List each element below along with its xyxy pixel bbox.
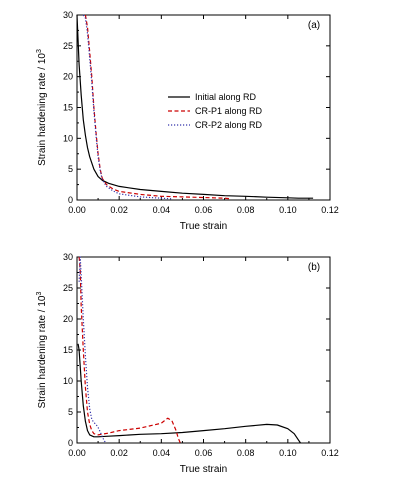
y-tick-label: 30 xyxy=(63,252,73,262)
y-tick-label: 5 xyxy=(68,407,73,417)
y-tick-label: 0 xyxy=(68,438,73,448)
x-tick-label: 0.08 xyxy=(237,205,255,215)
series-layer-a xyxy=(76,14,314,200)
legend-label: Initial along RD xyxy=(195,92,257,102)
y-tick-label: 5 xyxy=(68,164,73,174)
y-tick-label: 20 xyxy=(63,314,73,324)
axis-ticks-b: 0.00 0.02 0.04 0.06 0.08 0.10 0.12 0 5 10 15 20 25 30 xyxy=(63,252,339,458)
legend-label: CR-P2 along RD xyxy=(195,120,263,130)
y-axis-title-main-b: Strain hardening rate / 10 xyxy=(37,295,48,408)
y-tick-label: 25 xyxy=(63,41,73,51)
panel-label-b: (b) xyxy=(308,262,320,273)
series-line-cr-p2-along-rd xyxy=(78,256,107,444)
series-line-cr-p1-along-rd xyxy=(78,256,181,444)
y-tick-label: 0 xyxy=(68,195,73,205)
x-tick-label: 0.12 xyxy=(321,448,339,458)
y-tick-label: 15 xyxy=(63,103,73,113)
x-tick-label: 0.10 xyxy=(279,448,297,458)
x-tick-label: 0.10 xyxy=(279,205,297,215)
x-tick-label: 0.04 xyxy=(153,448,171,458)
y-tick-label: 20 xyxy=(63,72,73,82)
series-layer-b xyxy=(77,256,301,444)
chart-panel-b: 0.00 0.02 0.04 0.06 0.08 0.10 0.12051015202530… xyxy=(36,252,339,475)
y-axis-title-exponent-a: 3 xyxy=(36,49,43,53)
x-tick-label: 0.00 xyxy=(68,205,86,215)
x-tick-label: 0.04 xyxy=(153,205,171,215)
legend-a: Initial along RD CR-P1 along RD CR-P2 alon… xyxy=(168,92,263,130)
x-tick-label: 0.00 xyxy=(68,448,86,458)
y-axis-title-a: Strain hardening rate / 103 xyxy=(36,49,48,166)
series-line-initial-along-rd xyxy=(76,14,314,199)
x-axis-title-b: True strain xyxy=(180,464,227,475)
x-tick-label: 0.06 xyxy=(195,205,213,215)
series-line-initial-along-rd xyxy=(77,343,301,444)
x-axis-title-a: True strain xyxy=(180,221,227,232)
x-tick-label: 0.12 xyxy=(321,205,339,215)
axis-ticks-a: 0.00 0.02 0.04 0.06 0.08 0.10 0.12 0 5 10 15 20 25 30 xyxy=(63,10,339,215)
chart-panel-a: 0.00 0.02 0.04 0.06 0.08 0.10 0.12051015202530… xyxy=(36,10,339,232)
y-tick-label: 10 xyxy=(63,133,73,143)
y-axis-title-b: Strain hardening rate / 103 xyxy=(36,292,48,409)
y-tick-label: 10 xyxy=(63,376,73,386)
y-axis-title-main-a: Strain hardening rate / 10 xyxy=(37,53,48,166)
x-tick-label: 0.08 xyxy=(237,448,255,458)
y-tick-label: 25 xyxy=(63,283,73,293)
y-tick-label: 30 xyxy=(63,10,73,20)
x-tick-label: 0.02 xyxy=(110,205,128,215)
y-tick-label: 15 xyxy=(63,345,73,355)
x-tick-label: 0.06 xyxy=(195,448,213,458)
y-axis-title-exponent-b: 3 xyxy=(36,292,43,296)
legend-label: CR-P1 along RD xyxy=(195,106,263,116)
panel-label-a: (a) xyxy=(308,20,320,31)
x-tick-label: 0.02 xyxy=(110,448,128,458)
